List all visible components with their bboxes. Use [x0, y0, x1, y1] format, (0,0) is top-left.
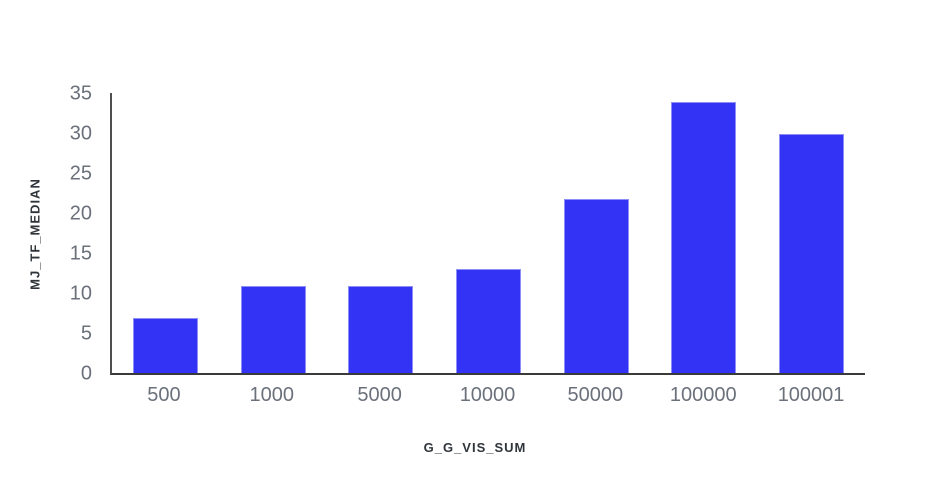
- bar-1000[interactable]: [240, 285, 306, 373]
- x-axis-label: G_G_VIS_SUM: [423, 440, 527, 455]
- y-tick-label: 30: [69, 122, 92, 145]
- y-tick-label: 35: [69, 82, 92, 105]
- bar-slot: [220, 93, 328, 373]
- bar-100001[interactable]: [778, 133, 844, 373]
- bar-slot: [757, 93, 865, 373]
- bar-10000[interactable]: [456, 269, 522, 373]
- x-tick-label: 1000: [249, 384, 295, 406]
- y-tick-label: 5: [80, 322, 92, 345]
- bar-500[interactable]: [133, 317, 199, 373]
- plot-area: [110, 93, 865, 375]
- bar-slot: [435, 93, 543, 373]
- y-tick-label: 15: [69, 242, 92, 265]
- bar-5000[interactable]: [348, 285, 414, 373]
- y-tick-label: 10: [69, 282, 92, 305]
- y-axis-label: MJ_TF_MEDIAN: [27, 178, 43, 290]
- bar-slot: [327, 93, 435, 373]
- bar-slot: [112, 93, 220, 373]
- y-tick-label: 0: [80, 362, 92, 385]
- bar-slot: [650, 93, 758, 373]
- bar-50000[interactable]: [563, 198, 629, 373]
- bars-container: [112, 93, 865, 373]
- bar-100000[interactable]: [671, 101, 737, 373]
- x-tick-label: 10000: [459, 384, 516, 406]
- bar-slot: [542, 93, 650, 373]
- x-tick-label: 100000: [669, 384, 737, 406]
- x-tick-label: 500: [147, 384, 181, 406]
- y-tick-label: 20: [69, 202, 92, 225]
- x-tick-label: 100001: [777, 384, 845, 406]
- y-tick-label: 25: [69, 162, 92, 185]
- x-tick-label: 5000: [357, 384, 402, 406]
- x-tick-label: 50000: [567, 384, 624, 406]
